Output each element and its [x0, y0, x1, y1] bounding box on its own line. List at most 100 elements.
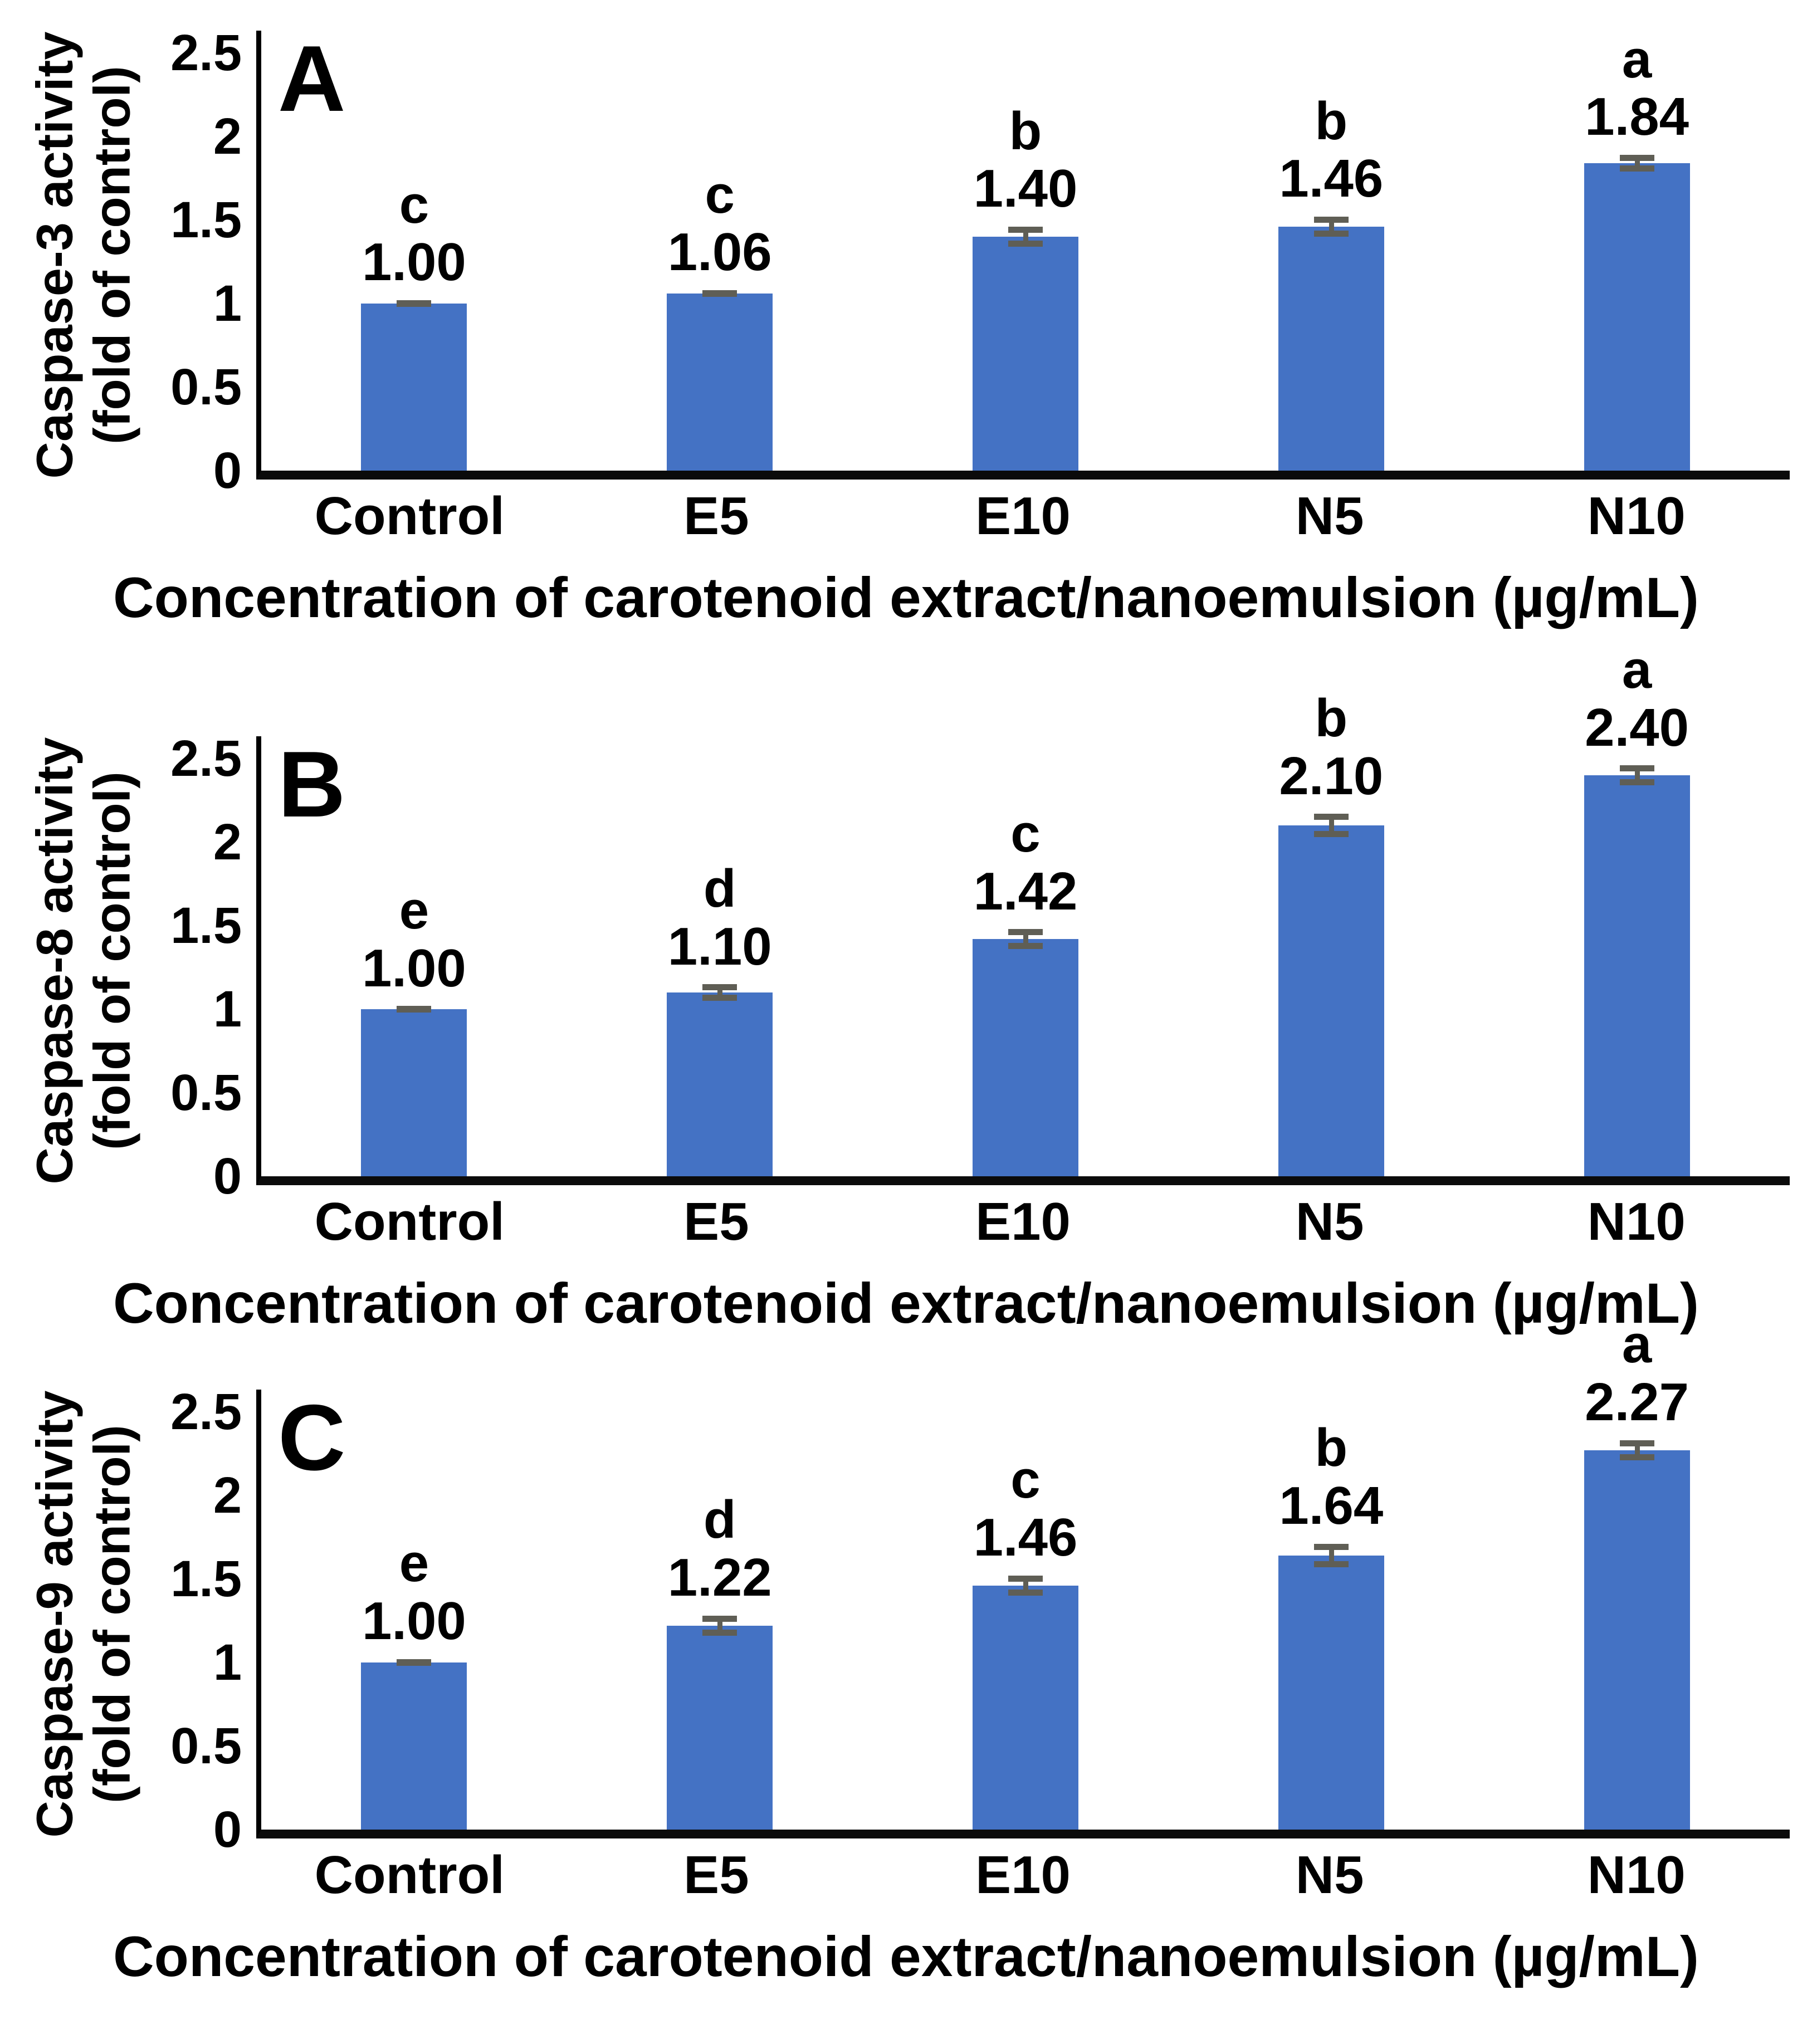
error-bar	[1619, 155, 1654, 172]
bar-value-label: 1.40	[973, 159, 1078, 219]
bar-N5	[1278, 227, 1384, 471]
bar-N10	[1584, 163, 1690, 471]
x-axis-category-label: E5	[683, 486, 749, 546]
x-axis-title: Concentration of carotenoid extract/nano…	[113, 1272, 1699, 1336]
bar-value-label: 1.84	[1585, 87, 1689, 147]
caspase-activity-figure: Caspase-3 activity (fold of control) A 0 0.5…	[0, 26, 1812, 1989]
plot-area: B 0 0.5 1 1.5 2 2.5 e 1.00 d 1.10 c 1.42 b 2.10 a 2.40	[170, 641, 1790, 1202]
bar-value-label: 1.00	[362, 232, 466, 292]
error-bar-cap-bottom	[1313, 1561, 1349, 1567]
y-axis-tick-label: 1	[213, 1634, 242, 1691]
bar-Control	[361, 1009, 467, 1177]
x-axis-category-label: N10	[1587, 1192, 1686, 1252]
bar-annotation: c 1.42	[974, 805, 1078, 920]
bar-E5	[667, 992, 773, 1177]
error-bar-cap-bottom	[1313, 831, 1349, 838]
bar-N5	[1278, 1555, 1384, 1830]
error-bar-stem	[1329, 217, 1334, 237]
y-axis-label-line2: (fold of control)	[84, 66, 141, 444]
x-axis-title: Concentration of carotenoid extract/nano…	[113, 566, 1699, 629]
bar-E10	[973, 237, 1078, 471]
error-bar-cap-bottom	[1008, 241, 1043, 247]
chart-row: Caspase-3 activity (fold of control) A 0 0.5…	[0, 26, 1812, 496]
bar-E5	[667, 294, 773, 471]
error-bar	[702, 1615, 738, 1636]
bar-E10	[973, 939, 1078, 1177]
error-bar	[1619, 1440, 1654, 1460]
error-bar-stem	[1023, 1575, 1028, 1596]
error-bar-stem	[1634, 155, 1640, 172]
error-bar	[397, 300, 432, 307]
error-bar-stem	[1023, 929, 1028, 950]
y-axis-tick-label: 0	[213, 1801, 242, 1858]
error-bar-cap-bottom	[397, 1659, 432, 1666]
y-axis-label: Caspase-9 activity (fold of control)	[0, 1390, 167, 1838]
bar-annotation: d 1.22	[668, 1491, 772, 1606]
y-axis-tick-label: 2.5	[170, 25, 242, 81]
significance-letter: c	[399, 174, 429, 234]
x-axis-tick-row: Control E5 E10 N5 N10	[256, 1195, 1790, 1262]
error-bar-stem	[1634, 765, 1640, 786]
y-axis-tick-label: 1.5	[170, 1550, 242, 1607]
bar-value-label: 1.00	[362, 1591, 466, 1651]
y-axis-label-line1: Caspase-8 activity	[26, 737, 83, 1185]
y-axis-label-text: Caspase-3 activity (fold of control)	[26, 32, 141, 479]
significance-letter: c	[705, 164, 735, 224]
error-bar-cap-bottom	[702, 291, 738, 297]
significance-letter: e	[399, 1533, 429, 1593]
y-axis-tick-label: 2	[213, 108, 242, 165]
bar-value-label: 2.10	[1279, 746, 1384, 806]
bar-annotation: c 1.00	[362, 174, 466, 292]
bar-annotation: a 2.40	[1585, 641, 1689, 756]
error-bar-cap-bottom	[1619, 779, 1654, 786]
bar-annotation: b 1.40	[974, 102, 1078, 218]
x-axis-category-label: N10	[1587, 486, 1686, 546]
bar-annotation: c 1.06	[668, 164, 772, 281]
bar-value-label: 2.40	[1585, 697, 1689, 757]
bar-value-label: 1.42	[973, 861, 1078, 921]
panel-letter: C	[278, 1385, 346, 1490]
bar-annotation: a 1.84	[1585, 30, 1689, 147]
error-bar	[397, 1006, 432, 1013]
significance-letter: c	[1010, 1450, 1041, 1510]
bar-annotation: e 1.00	[362, 882, 466, 997]
bar-N10	[1584, 1450, 1690, 1830]
error-bar-cap-bottom	[1008, 943, 1043, 950]
y-axis-label-line2: (fold of control)	[84, 771, 141, 1151]
y-axis-tick-label: 1.5	[170, 192, 242, 248]
error-bar	[1008, 929, 1043, 950]
x-axis-tick-row: Control E5 E10 N5 N10	[256, 1845, 1790, 1915]
y-axis-tick-label: 2.5	[170, 1383, 242, 1440]
error-bar	[702, 290, 738, 297]
significance-letter: a	[1621, 1314, 1652, 1375]
error-bar-stem	[1023, 227, 1028, 247]
bar-value-label: 1.00	[362, 938, 466, 998]
error-bar-cap-bottom	[702, 1629, 738, 1636]
y-axis-label: Caspase-3 activity (fold of control)	[0, 31, 167, 480]
x-axis-category-label: Control	[314, 1192, 505, 1252]
bar-annotation: a 2.27	[1585, 1316, 1689, 1431]
bar-annotation: e 1.00	[362, 1534, 466, 1650]
error-bar-stem	[1329, 814, 1334, 838]
x-axis-category-label: N5	[1295, 1192, 1364, 1252]
plot-area: A 0 0.5 1 1.5 2 2.5 c 1.00 c 1.06 b 1.40 b 1.46 a 1.84	[170, 26, 1790, 496]
y-axis-tick-label: 2.5	[170, 730, 242, 788]
error-bar-stem	[717, 1615, 723, 1636]
y-axis-label-line1: Caspase-9 activity	[26, 1390, 83, 1838]
error-bar	[1313, 1543, 1349, 1567]
x-axis-category-label: E10	[975, 1845, 1071, 1905]
x-axis-category-label: E5	[683, 1845, 749, 1905]
error-bar-cap-bottom	[702, 995, 738, 1001]
bar-Control	[361, 1662, 467, 1830]
y-axis-tick-label: 0.5	[170, 359, 242, 415]
error-bar-stem	[717, 984, 723, 1001]
bar-annotation: b 1.46	[1279, 92, 1383, 208]
error-bar-cap-bottom	[1313, 231, 1349, 237]
bar-value-label: 2.27	[1585, 1372, 1689, 1432]
x-axis-tick-row: Control E5 E10 N5 N10	[256, 490, 1790, 556]
y-axis-tick-label: 1.5	[170, 897, 242, 955]
bar-value-label: 1.46	[1279, 149, 1384, 209]
panel-letter: A	[278, 26, 346, 131]
x-axis-category-label: Control	[314, 1845, 505, 1905]
bar-value-label: 1.64	[1279, 1475, 1384, 1536]
